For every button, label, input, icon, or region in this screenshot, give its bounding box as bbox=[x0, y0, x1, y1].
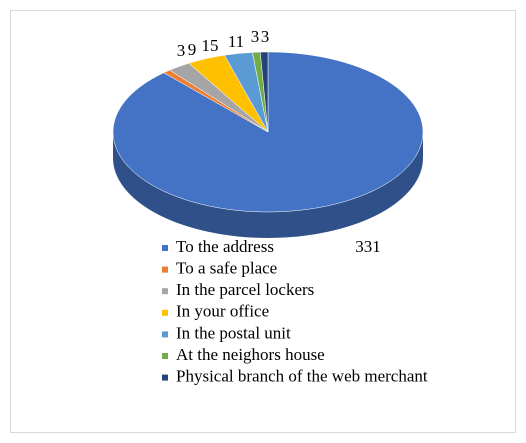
pie-side bbox=[113, 132, 423, 238]
data-label: 3 bbox=[261, 27, 270, 46]
legend-swatch bbox=[162, 309, 168, 316]
legend-swatch bbox=[162, 266, 168, 273]
legend-swatch bbox=[162, 331, 168, 338]
data-label: 3 bbox=[251, 27, 260, 46]
legend-swatch bbox=[162, 374, 168, 381]
legend-swatch bbox=[162, 288, 168, 295]
legend-swatch bbox=[162, 245, 168, 251]
pie-slice bbox=[259, 51, 269, 133]
legend-label: To a safe place bbox=[176, 259, 277, 278]
legend-swatch bbox=[162, 353, 168, 359]
legend-label: In the postal unit bbox=[176, 323, 291, 342]
legend-label: In your office bbox=[176, 302, 269, 321]
data-label: 9 bbox=[188, 40, 197, 59]
data-label: 11 bbox=[228, 32, 244, 51]
legend-label: Physical branch of the web merchant bbox=[176, 367, 428, 386]
legend-label: At the neighors house bbox=[176, 345, 325, 364]
legend-label: To the address bbox=[176, 237, 274, 256]
data-label: 331 bbox=[355, 237, 381, 256]
legend-label: In the parcel lockers bbox=[176, 280, 314, 299]
data-label: 15 bbox=[202, 36, 219, 55]
data-label: 3 bbox=[177, 41, 186, 60]
